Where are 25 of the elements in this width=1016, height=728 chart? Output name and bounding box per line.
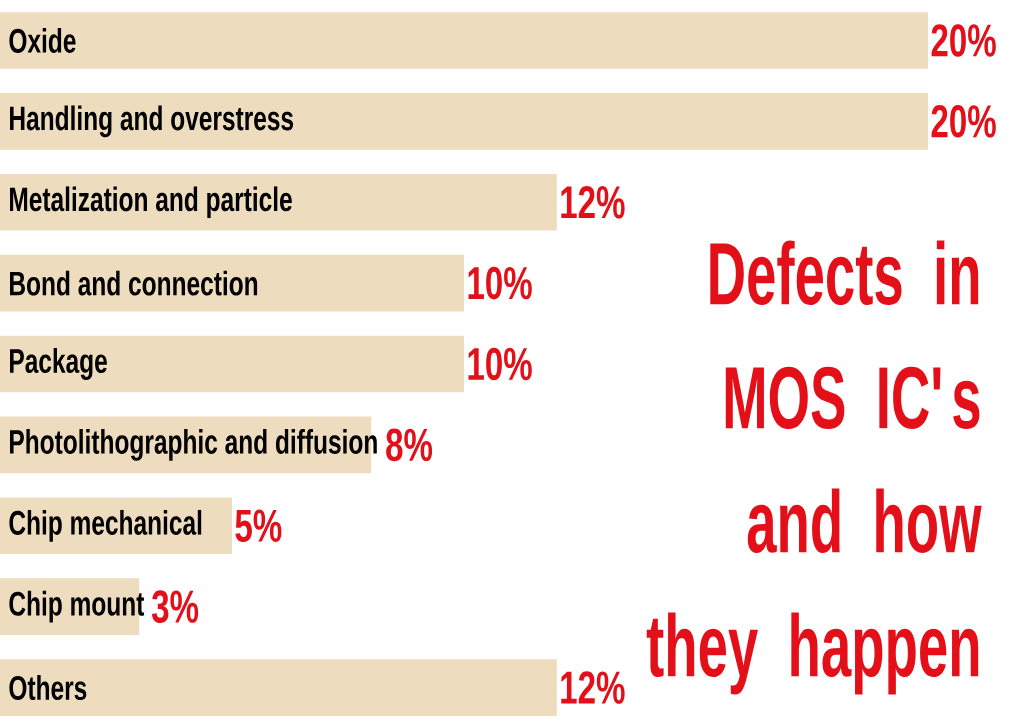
data-label: 10% xyxy=(468,266,532,300)
data-label: 8% xyxy=(386,428,433,462)
y-tick-label: Chip mechanical xyxy=(9,509,202,542)
data-label: 12% xyxy=(561,671,625,704)
bar xyxy=(0,173,557,231)
text: Defects in MOS IC's and how they happen xyxy=(646,240,982,695)
bar xyxy=(0,12,929,69)
y-tick-label: Metalization and particle xyxy=(10,186,292,219)
bar xyxy=(0,254,465,312)
y-tick-label: Photolithographic and diffusion xyxy=(10,428,377,461)
data-label: 5% xyxy=(235,509,282,543)
data-label: 20% xyxy=(931,24,996,57)
bar xyxy=(0,93,929,150)
y-tick-label: Oxide xyxy=(9,27,76,53)
bar xyxy=(0,335,465,393)
data-label: 12% xyxy=(561,186,625,219)
y-tick-label: Chip mount xyxy=(9,590,145,623)
y-tick-label: Bond and connection xyxy=(10,270,258,296)
data-label: 20% xyxy=(931,105,996,138)
y-tick-label: Others xyxy=(9,675,87,701)
y-tick-label: Handling and overstress xyxy=(10,105,294,138)
data-label: 3% xyxy=(151,590,199,623)
bar xyxy=(0,659,557,716)
y-tick-label: Package xyxy=(10,348,107,380)
data-label: 10% xyxy=(468,347,532,381)
